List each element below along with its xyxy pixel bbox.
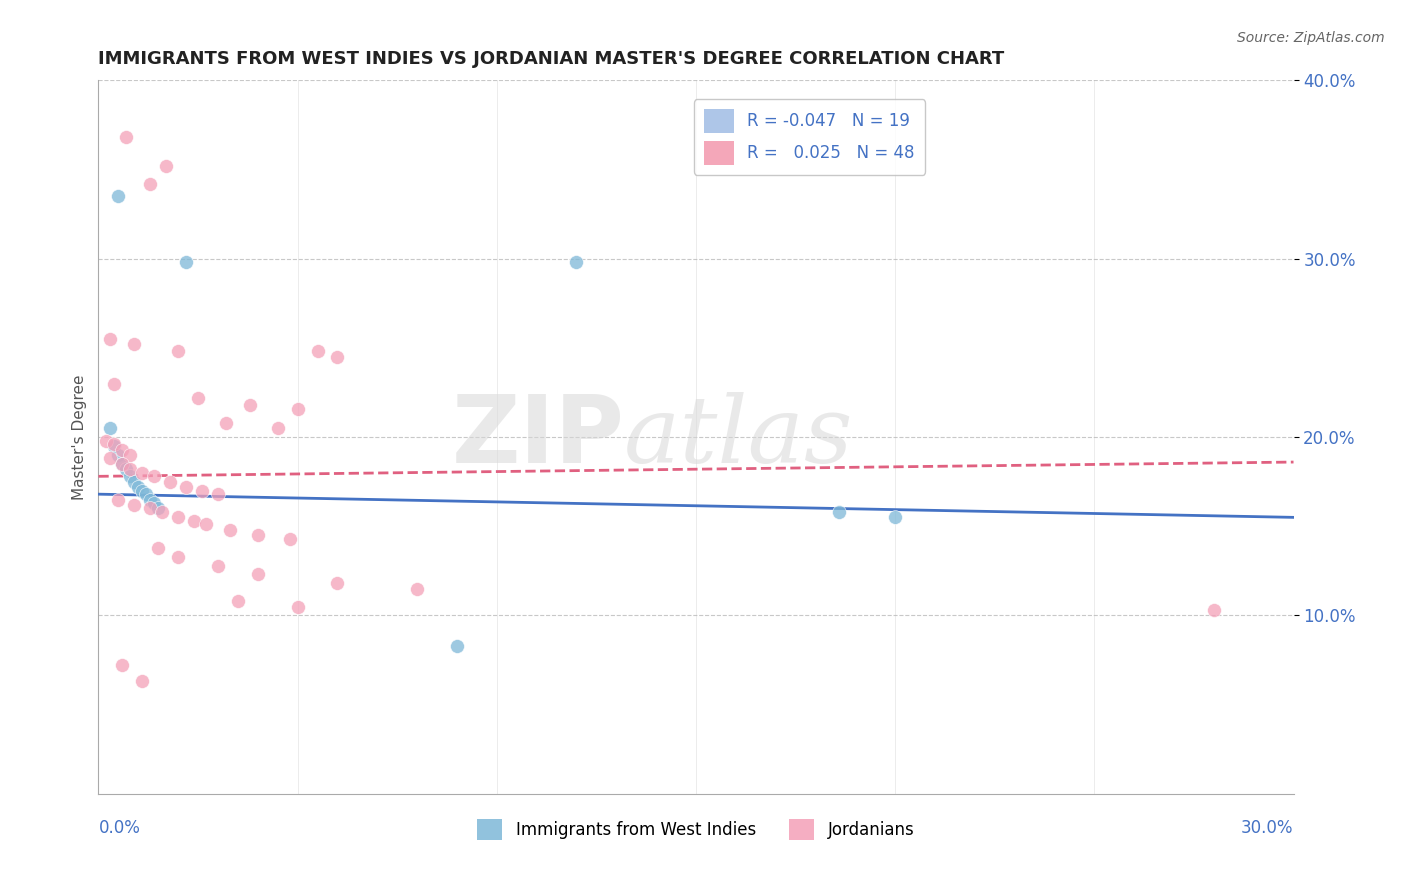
Point xyxy=(150,505,173,519)
Point xyxy=(167,510,190,524)
Point xyxy=(884,510,907,524)
Point xyxy=(239,398,262,412)
Point xyxy=(96,434,118,448)
Point xyxy=(115,130,138,145)
Text: atlas: atlas xyxy=(624,392,853,482)
Point xyxy=(155,159,177,173)
Point xyxy=(115,462,138,476)
Point xyxy=(111,442,134,457)
Point xyxy=(103,437,125,451)
Text: 30.0%: 30.0% xyxy=(1241,819,1294,837)
Point xyxy=(111,457,134,471)
Point xyxy=(148,541,170,555)
Point xyxy=(207,558,229,573)
Point xyxy=(111,658,134,673)
Point xyxy=(565,255,588,269)
Text: Source: ZipAtlas.com: Source: ZipAtlas.com xyxy=(1237,31,1385,45)
Point xyxy=(159,475,181,489)
Text: IMMIGRANTS FROM WEST INDIES VS JORDANIAN MASTER'S DEGREE CORRELATION CHART: IMMIGRANTS FROM WEST INDIES VS JORDANIAN… xyxy=(98,50,1005,68)
Point xyxy=(120,448,142,462)
Point xyxy=(828,505,851,519)
Point xyxy=(167,549,190,564)
Point xyxy=(103,376,125,391)
Point xyxy=(139,177,162,191)
Point xyxy=(278,532,301,546)
Point xyxy=(131,483,153,498)
Text: 0.0%: 0.0% xyxy=(98,819,141,837)
Point xyxy=(187,391,209,405)
Point xyxy=(120,469,142,483)
Point xyxy=(207,487,229,501)
Point xyxy=(143,496,166,510)
Point xyxy=(143,469,166,483)
Point xyxy=(139,492,162,507)
Point xyxy=(219,523,242,537)
Point xyxy=(287,401,309,416)
Point xyxy=(287,599,309,614)
Y-axis label: Master's Degree: Master's Degree xyxy=(72,375,87,500)
Point xyxy=(98,421,122,435)
Point xyxy=(246,528,269,542)
Point xyxy=(98,451,122,466)
Point xyxy=(107,189,129,203)
Point xyxy=(215,416,238,430)
Point xyxy=(167,344,190,359)
Point xyxy=(267,421,290,435)
Point xyxy=(111,457,134,471)
Point xyxy=(246,567,269,582)
Point xyxy=(174,255,197,269)
Point xyxy=(183,514,205,528)
Point xyxy=(107,492,129,507)
Point xyxy=(1202,603,1225,617)
Point xyxy=(191,483,214,498)
Point xyxy=(307,344,329,359)
Point xyxy=(107,448,129,462)
Point xyxy=(124,498,146,512)
Point xyxy=(406,582,429,596)
Point xyxy=(124,475,146,489)
Point xyxy=(226,594,249,608)
Point xyxy=(139,501,162,516)
Point xyxy=(127,480,149,494)
Point xyxy=(103,439,125,453)
Point xyxy=(135,487,157,501)
Legend: R = -0.047   N = 19, R =   0.025   N = 48: R = -0.047 N = 19, R = 0.025 N = 48 xyxy=(695,99,925,175)
Point xyxy=(195,517,218,532)
Point xyxy=(120,462,142,476)
Point xyxy=(131,466,153,480)
Point xyxy=(326,350,349,364)
Point xyxy=(131,674,153,689)
Text: ZIP: ZIP xyxy=(451,391,624,483)
Point xyxy=(148,501,170,516)
Point xyxy=(124,337,146,351)
Point xyxy=(174,480,197,494)
Point xyxy=(446,639,468,653)
Point xyxy=(98,332,122,346)
Point xyxy=(326,576,349,591)
